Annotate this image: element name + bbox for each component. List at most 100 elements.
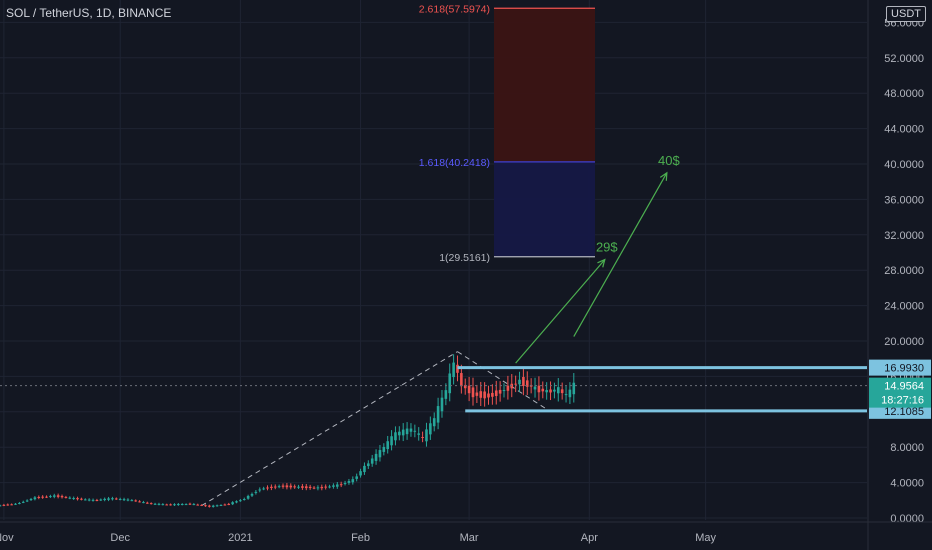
y-tick-label: 36.0000	[884, 194, 924, 206]
candle-body	[122, 499, 126, 501]
candle-body	[506, 385, 510, 391]
candle-body	[204, 505, 207, 507]
candle-body	[126, 499, 130, 501]
candle-body	[421, 436, 424, 438]
candle-body	[394, 432, 397, 441]
candle-body	[76, 498, 79, 500]
candle-body	[18, 502, 21, 504]
candle-body	[250, 494, 254, 496]
target-arrow-line	[573, 172, 668, 337]
candle-body	[382, 446, 386, 452]
candle-body	[301, 486, 304, 488]
candle-body	[277, 486, 281, 488]
candle-body	[386, 441, 389, 450]
candle-body	[436, 406, 440, 423]
horizontal-level-label: 12.1085	[884, 406, 924, 418]
candle-body	[289, 485, 293, 488]
y-tick-label: 28.0000	[884, 265, 924, 277]
candle-body	[219, 505, 223, 507]
candle-body	[297, 486, 300, 488]
candle-body	[351, 479, 355, 483]
y-tick-label: 44.0000	[884, 124, 924, 136]
target-arrow-head	[597, 258, 606, 268]
candle-body	[208, 505, 211, 507]
candle-body	[533, 386, 537, 390]
candle-body	[258, 489, 262, 491]
y-tick-label: 8.0000	[890, 442, 924, 454]
candle-body	[355, 476, 358, 479]
candle-body	[429, 423, 432, 435]
candle-body	[564, 394, 568, 396]
candle-body	[223, 504, 227, 506]
candle-body	[111, 498, 114, 500]
candle-body	[6, 504, 10, 506]
candle-body	[285, 485, 289, 488]
candle-body	[157, 503, 161, 505]
candle-body	[80, 498, 83, 500]
candle-body	[448, 373, 452, 394]
candle-body	[33, 497, 37, 500]
candle-body	[483, 391, 486, 399]
candle-body	[537, 385, 541, 393]
x-tick-label: 2021	[228, 532, 252, 544]
candle-body	[266, 487, 269, 489]
candle-body	[413, 430, 417, 432]
candle-body	[328, 486, 331, 488]
target-arrow-line	[515, 259, 606, 364]
candle-body	[494, 390, 498, 396]
symbol-title: SOL / TetherUS, 1D, BINANCE	[6, 6, 172, 20]
candle-body	[149, 503, 153, 505]
fib-level-label: 1.618(40.2418)	[419, 157, 490, 169]
target-label: 40$	[658, 153, 680, 168]
candle-body	[273, 486, 277, 488]
candle-body	[21, 501, 25, 503]
candle-body	[343, 483, 347, 485]
candle-body	[417, 433, 421, 435]
candle-body	[242, 499, 246, 501]
currency-unit-badge[interactable]: USDT	[886, 6, 926, 22]
candle-body	[177, 504, 180, 506]
current-price-label: 14.9564	[884, 381, 924, 393]
candle-body	[572, 382, 576, 395]
candle-body	[498, 389, 502, 394]
candle-body	[320, 486, 324, 489]
candle-body	[60, 496, 64, 498]
candle-body	[560, 389, 564, 394]
candle-body	[25, 500, 29, 502]
x-tick-label: Dec	[110, 532, 130, 544]
y-tick-label: 40.0000	[884, 159, 924, 171]
candle-body	[522, 377, 525, 386]
candle-body	[549, 389, 552, 393]
candle-body	[378, 450, 382, 458]
candle-body	[367, 463, 370, 467]
candle-body	[72, 498, 75, 500]
candle-body	[115, 498, 118, 500]
candle-body	[541, 388, 545, 392]
y-tick-label: 24.0000	[884, 301, 924, 313]
candle-body	[10, 504, 13, 506]
candle-body	[29, 498, 33, 501]
candle-body	[556, 387, 560, 394]
price-label-bg	[869, 359, 931, 376]
candle-body	[180, 504, 184, 506]
candle-body	[339, 484, 343, 486]
candle-body	[502, 390, 506, 392]
candle-body	[374, 453, 378, 461]
candle-body	[444, 390, 448, 399]
candle-body	[335, 484, 339, 487]
candle-body	[196, 504, 200, 506]
candle-body	[146, 502, 149, 504]
candle-body	[398, 431, 401, 436]
current-price-label-bg	[869, 377, 931, 408]
fib-level-label: 2.618(57.5974)	[419, 3, 490, 15]
candle-body	[56, 495, 60, 497]
candle-body	[45, 496, 48, 498]
candle-body	[231, 502, 234, 505]
candle-body	[518, 379, 521, 385]
candle-body	[270, 486, 273, 488]
x-tick-label: Apr	[581, 532, 598, 544]
fib-zone-upper	[494, 8, 595, 162]
y-tick-label: 0.0000	[890, 513, 924, 525]
candle-body	[64, 496, 68, 498]
